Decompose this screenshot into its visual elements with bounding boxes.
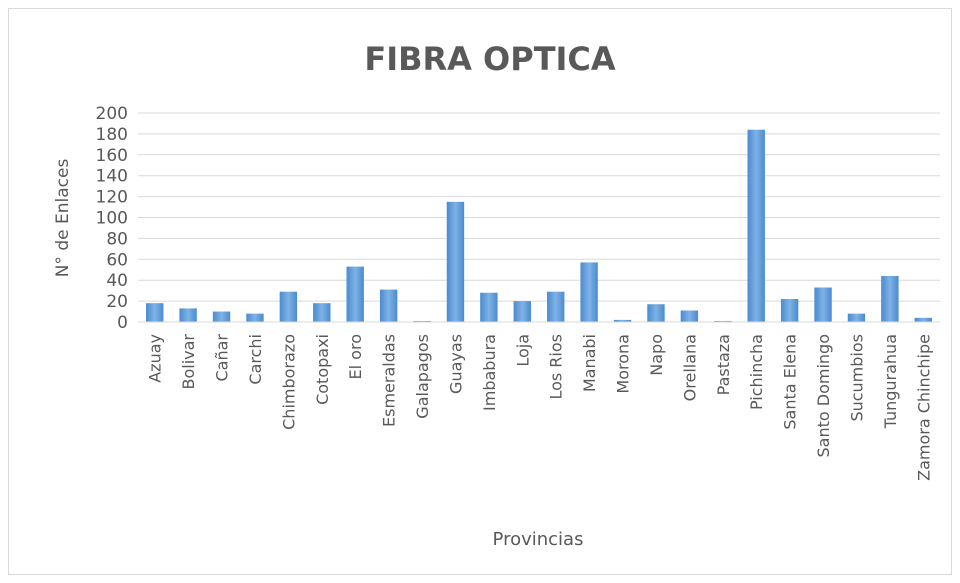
x-tick-label: Bolivar: [179, 334, 198, 390]
x-tick-label: Galapagos: [413, 334, 432, 419]
x-tick-label: Santa Elena: [781, 334, 800, 430]
x-tick-label: Carchi: [246, 334, 265, 385]
x-tick-label: Pichincha: [747, 334, 766, 410]
bar: [780, 299, 799, 322]
y-tick-label: 60: [106, 250, 128, 270]
bar: [379, 289, 398, 322]
bar: [613, 319, 632, 322]
bar: [346, 266, 364, 322]
bar: [847, 313, 866, 322]
x-tick-label: Cañar: [213, 334, 232, 382]
bar: [647, 304, 665, 322]
y-tick-label: 40: [106, 271, 128, 291]
bar: [246, 313, 264, 322]
y-tick-label: 80: [106, 229, 128, 249]
bar: [279, 291, 298, 322]
y-axis-label: N° de Enlaces: [53, 159, 73, 278]
x-tick-label: Manabi: [580, 334, 599, 392]
bar: [513, 301, 531, 322]
x-tick-label: Los Rios: [547, 334, 566, 400]
x-tick-label: Azuay: [146, 334, 165, 383]
x-tick-label: El oro: [346, 334, 365, 379]
x-tick-label: Imbabura: [480, 334, 499, 411]
chart-frame: [8, 8, 952, 575]
x-tick-label: Morona: [614, 334, 633, 394]
bar: [747, 129, 765, 322]
bar: [547, 291, 565, 322]
y-tick-label: 100: [96, 209, 128, 229]
y-tick-label: 120: [96, 188, 128, 208]
y-tick-label: 180: [96, 125, 128, 145]
x-tick-label: Cotopaxi: [313, 334, 332, 405]
bar: [413, 320, 431, 322]
y-tick-label: 0: [117, 313, 128, 333]
x-tick-label: Zamora Chinchipe: [914, 334, 933, 481]
x-tick-label: Chimborazo: [279, 334, 298, 430]
x-tick-label: Sucumbios: [847, 334, 866, 422]
bar: [881, 276, 899, 322]
bar: [446, 201, 465, 322]
bar: [179, 308, 197, 322]
x-tick-label: Tungurahua: [881, 334, 900, 429]
x-tick-label: Orellana: [680, 334, 699, 401]
x-tick-label: Santo Domingo: [814, 334, 833, 457]
x-tick-label: Esmeraldas: [380, 334, 399, 427]
bar: [914, 317, 932, 322]
x-tick-label: Napo: [647, 334, 666, 376]
y-tick-label: 200: [96, 104, 128, 124]
bar: [146, 303, 164, 322]
bar: [313, 303, 331, 322]
bar: [480, 292, 498, 322]
x-tick-label: Guayas: [446, 334, 465, 394]
bar: [680, 310, 699, 322]
x-axis-label: Provincias: [493, 529, 584, 550]
bar: [714, 320, 732, 322]
x-tick-label: Pastaza: [714, 334, 733, 395]
bar: [814, 287, 832, 322]
y-tick-label: 20: [106, 292, 128, 312]
bar: [580, 262, 598, 322]
bar: [212, 311, 231, 322]
y-tick-label: 140: [96, 167, 128, 187]
x-tick-label: Loja: [513, 334, 532, 367]
chart-title: FIBRA OPTICA: [364, 40, 616, 78]
y-tick-label: 160: [96, 146, 128, 166]
